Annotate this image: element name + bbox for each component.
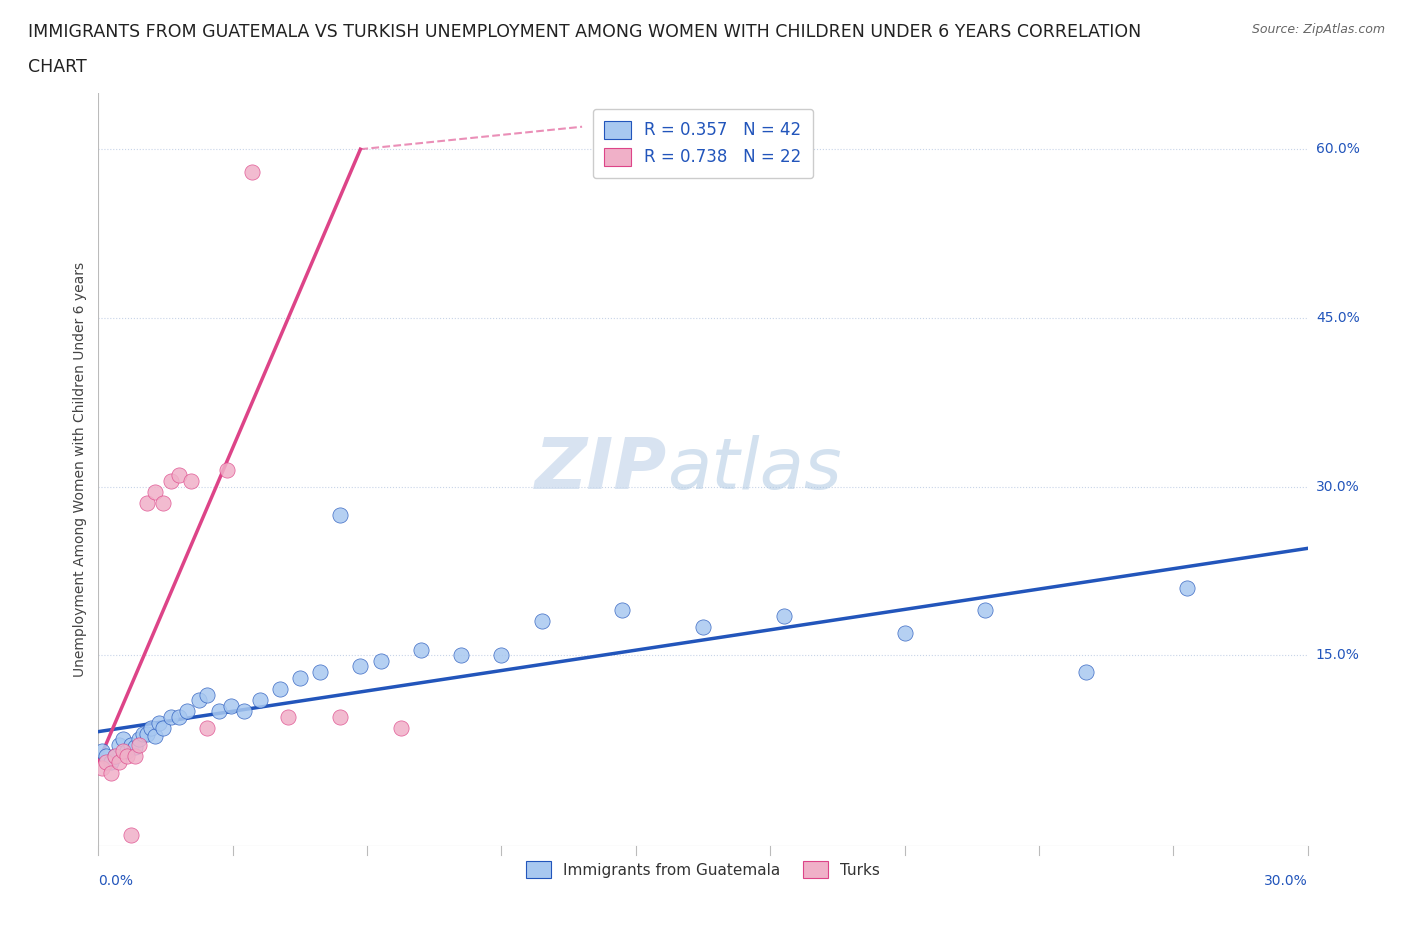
Point [160,710,183,724]
Point [128,737,150,752]
Point [91,743,114,758]
Point [221,698,243,713]
Point [893,625,915,640]
Point [309,665,332,680]
Point [100,754,122,769]
Text: 30.0%: 30.0% [1316,480,1360,494]
Point [103,749,125,764]
Point [107,737,129,752]
Point [409,642,432,657]
Point [139,721,162,736]
Point [115,749,138,764]
Point [120,737,142,752]
Point [167,468,190,483]
Point [329,507,352,522]
Point [135,726,157,741]
Point [240,165,263,179]
Point [772,608,794,623]
Text: 30.0%: 30.0% [1264,874,1308,888]
Point [370,654,392,669]
Point [612,603,634,618]
Text: IMMIGRANTS FROM GUATEMALA VS TURKISH UNEMPLOYMENT AMONG WOMEN WITH CHILDREN UNDE: IMMIGRANTS FROM GUATEMALA VS TURKISH UNE… [28,23,1142,41]
Point [188,693,211,708]
Point [176,704,198,719]
Legend: Immigrants from Guatemala, Turks: Immigrants from Guatemala, Turks [520,855,886,884]
Point [277,710,299,724]
Text: ZIP: ZIP [534,435,666,504]
Point [249,693,271,708]
Point [128,732,150,747]
Text: atlas: atlas [666,435,841,504]
Point [124,740,146,755]
Point [195,687,218,702]
Text: CHART: CHART [28,58,87,75]
Point [132,726,155,741]
Point [389,721,412,736]
Point [232,704,254,719]
Point [269,682,291,697]
Point [491,647,513,662]
Point [111,732,134,747]
Point [974,603,997,618]
Point [100,765,122,780]
Point [349,659,371,674]
Point [143,485,166,499]
Point [96,754,118,769]
Point [167,710,190,724]
Text: 0.0%: 0.0% [98,874,134,888]
Point [107,754,129,769]
Point [91,760,114,775]
Point [450,647,472,662]
Point [329,710,352,724]
Point [96,749,118,764]
Point [180,473,202,488]
Point [152,721,174,736]
Point [160,473,183,488]
Point [120,828,142,843]
Point [135,496,157,511]
Point [143,729,166,744]
Text: 60.0%: 60.0% [1316,142,1360,156]
Point [111,743,134,758]
Point [152,496,174,511]
Point [103,749,125,764]
Text: 15.0%: 15.0% [1316,648,1360,662]
Point [148,715,170,730]
Point [195,721,218,736]
Point [124,749,146,764]
Y-axis label: Unemployment Among Women with Children Under 6 years: Unemployment Among Women with Children U… [73,262,87,677]
Point [1074,665,1097,680]
Point [208,704,231,719]
Point [115,743,138,758]
Text: Source: ZipAtlas.com: Source: ZipAtlas.com [1251,23,1385,36]
Point [530,614,553,629]
Point [288,671,311,685]
Text: 45.0%: 45.0% [1316,311,1360,325]
Point [1175,580,1198,595]
Point [692,619,714,634]
Point [217,462,239,477]
